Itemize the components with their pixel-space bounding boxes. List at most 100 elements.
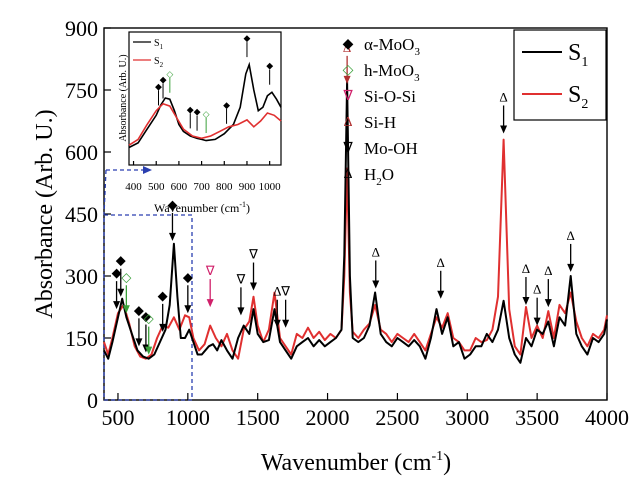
inset-peak-marker: ◆ [194, 107, 201, 117]
peak-marker: ◆ [112, 265, 122, 280]
x-tick-label: 1500 [236, 405, 280, 430]
peak-arrow-head [522, 297, 530, 305]
marker-legend-label: α-MoO3 [364, 35, 420, 58]
peak-marker: ◆ [183, 269, 193, 284]
inset-series-line-s1 [128, 61, 282, 149]
zoom-connector [103, 169, 107, 216]
y-axis: 0 150 300 450 600 750 900 [65, 16, 111, 413]
inset-peak-marker: ◇ [166, 69, 173, 79]
peak-arrow-head [237, 307, 245, 316]
marker-legend-label: H2O [364, 165, 394, 188]
peak-marker: Δ [273, 284, 281, 299]
inset-x-tick-label: 500 [148, 181, 165, 193]
inset-x-tick-label: 800 [216, 181, 233, 193]
y-tick-label: 450 [65, 202, 98, 227]
marker-legend-symbol: ∇ [342, 89, 353, 104]
marker-legend-label: Mo-OH [364, 139, 418, 158]
x-tick-label: 500 [101, 405, 134, 430]
inset-markers: ◆◆◇◆ ◆ ◇◆◆◆ [155, 33, 273, 133]
x-tick-label: 1000 [166, 405, 210, 430]
peak-marker: ◆ [134, 302, 144, 317]
x-axis-label: Wavenumber (cm-1) [261, 449, 451, 476]
peak-arrow-head [117, 288, 125, 297]
inset-series [128, 61, 282, 149]
peak-marker: ◆ [167, 197, 177, 212]
y-tick-label: 0 [87, 388, 98, 413]
zoom-arrow-head [143, 166, 152, 174]
peak-marker: Δ [566, 228, 574, 243]
peak-arrow-head [135, 338, 143, 347]
peak-marker: ∇ [236, 271, 246, 286]
y-tick-label: 900 [65, 16, 98, 41]
peak-marker: Δ [343, 40, 351, 55]
peak-arrow-head [437, 290, 445, 299]
x-tick-label: 2500 [375, 405, 419, 430]
y-tick-label: 300 [65, 264, 98, 289]
peak-marker: Δ [499, 89, 507, 104]
marker-legend-symbol: Δ [343, 167, 352, 182]
peak-marker: ◆ [141, 309, 151, 324]
peak-marker: ◇ [121, 269, 131, 284]
peak-marker: ◆ [116, 253, 126, 268]
peak-marker: ◆ [158, 288, 168, 303]
peak-arrow-head [533, 317, 541, 326]
peak-marker: ∇ [248, 247, 258, 262]
inset-x-axis: 400 500 600 700 800 900 1000 [125, 161, 281, 193]
inset-legend-label-s2: S2 [154, 56, 164, 69]
inset-peak-marker: ◆ [160, 75, 167, 85]
inset-plot: ◆◆◇◆ ◆ ◇◆◆◆ 400 500 600 700 800 900 1000 Absorba… [118, 31, 282, 215]
peak-arrow-head [142, 344, 150, 353]
peak-marker: ∇ [205, 263, 215, 278]
peak-marker: Δ [544, 263, 552, 278]
peak-arrow-head [145, 346, 153, 355]
peak-arrow-head [343, 75, 351, 84]
peak-marker: Δ [437, 255, 445, 270]
peak-arrow-head [544, 299, 552, 308]
marker-legend-symbol: ◆ [343, 37, 354, 52]
peak-arrow-head [206, 299, 214, 308]
inset-x-tick-label: 1000 [259, 181, 282, 193]
peak-arrow-head [273, 319, 281, 328]
marker-legend-symbol: ◇ [343, 63, 354, 78]
inset-peak-marker: ◆ [266, 61, 273, 71]
marker-legend-label: Si-H [364, 113, 396, 132]
peak-arrow-head [567, 263, 575, 272]
x-tick-label: 4000 [585, 405, 629, 430]
zoom-region-box [103, 214, 193, 401]
peak-arrow-head [184, 305, 192, 314]
peak-marker: Δ [533, 282, 541, 297]
series-legend: S1 S2 [513, 29, 607, 121]
inset-peak-marker: ◆ [223, 100, 230, 110]
inset-legend-label-s1: S1 [154, 38, 164, 51]
inset-frame [128, 31, 282, 166]
legend-label-s1: S1 [568, 40, 588, 70]
peak-arrow-head [500, 125, 508, 134]
inset-peak-marker: ◆ [244, 33, 251, 43]
peak-arrow-head [250, 282, 258, 291]
series-legend-frame [513, 29, 607, 121]
marker-legend-symbol: ∇ [342, 141, 353, 156]
peak-arrow-head [113, 301, 121, 310]
inset-x-tick-label: 600 [171, 181, 188, 193]
peak-arrow-head [159, 323, 167, 332]
inset-x-tick-label: 900 [239, 181, 256, 193]
inset-x-label: Wavenumber (cm-1) [154, 200, 250, 215]
y-tick-label: 750 [65, 78, 98, 103]
peak-arrow-head [372, 280, 380, 289]
peak-marker: Δ [522, 261, 530, 276]
series-line-s1 [103, 80, 608, 364]
peak-marker: Δ [372, 244, 380, 259]
marker-legend-symbol: Δ [343, 115, 352, 130]
peak-arrow-head [282, 319, 290, 328]
y-axis-label: Absorbance (Arb. U.) [32, 109, 58, 318]
x-axis: 500 1000 1500 2000 2500 3000 3500 4000 [101, 393, 629, 430]
x-tick-label: 3000 [445, 405, 489, 430]
peak-arrow-head [168, 232, 176, 241]
peak-arrow-head [122, 305, 130, 314]
x-tick-label: 3500 [515, 405, 559, 430]
legend-label-s2: S2 [568, 82, 588, 112]
y-tick-label: 600 [65, 140, 98, 165]
inset-series-line-s2 [128, 102, 282, 146]
